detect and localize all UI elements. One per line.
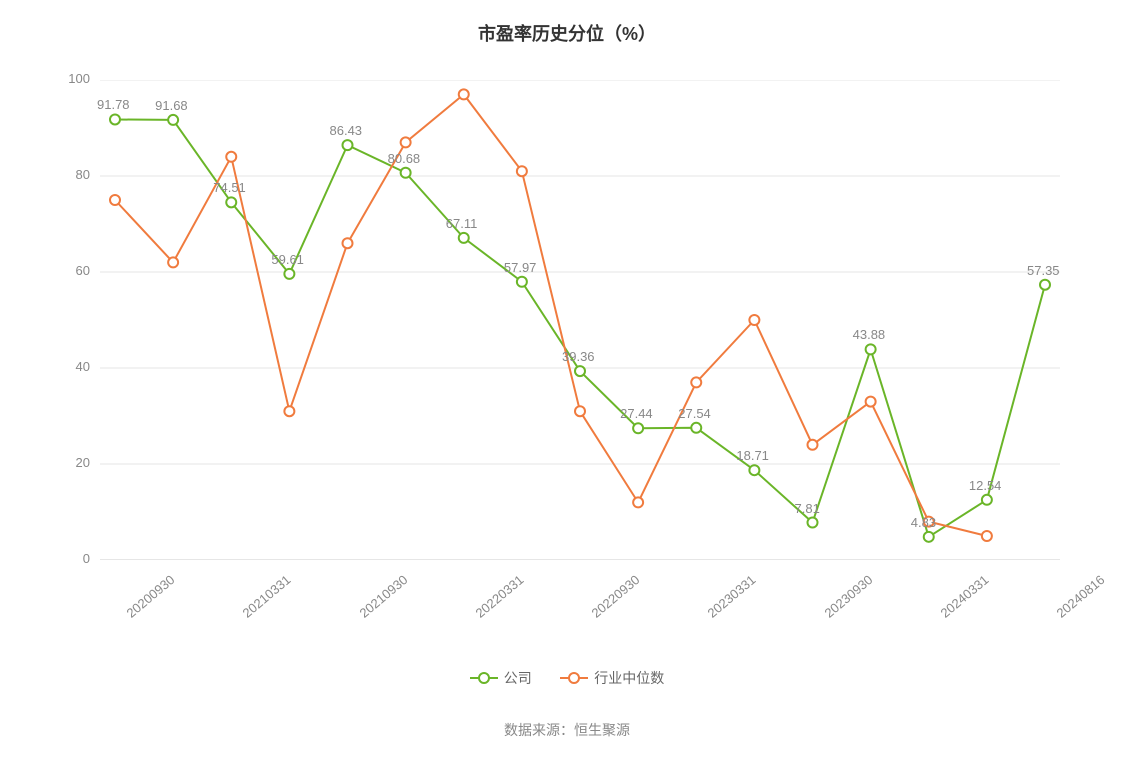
- source-label: 数据来源：恒生聚源: [0, 720, 1134, 740]
- legend: 公司 行业中位数: [0, 668, 1134, 691]
- x-tick-label: 20200930: [124, 572, 178, 621]
- y-tick-label: 20: [50, 455, 90, 470]
- x-tick-label: 20230930: [821, 572, 875, 621]
- y-tick-label: 100: [50, 71, 90, 86]
- chart-svg: [100, 80, 1060, 560]
- legend-swatch-company: [470, 670, 498, 686]
- x-tick-label: 20240816: [1054, 572, 1108, 621]
- x-tick-label: 20210331: [240, 572, 294, 621]
- x-tick-label: 20240331: [937, 572, 991, 621]
- legend-swatch-industry: [560, 670, 588, 686]
- y-tick-label: 80: [50, 167, 90, 182]
- y-tick-label: 40: [50, 359, 90, 374]
- legend-label-industry: 行业中位数: [594, 668, 664, 688]
- chart-container: 市盈率历史分位（%） 0 20 40 60 80 100 20200930 20210331…: [0, 0, 1134, 766]
- legend-item-industry[interactable]: 行业中位数: [560, 668, 664, 688]
- x-tick-label: 20230331: [705, 572, 759, 621]
- plot-area: [100, 80, 1060, 560]
- x-tick-label: 20220331: [472, 572, 526, 621]
- x-tick-label: 20210930: [356, 572, 410, 621]
- chart-title: 市盈率历史分位（%）: [0, 20, 1134, 46]
- legend-item-company[interactable]: 公司: [470, 668, 532, 688]
- y-tick-label: 0: [50, 551, 90, 566]
- y-tick-label: 60: [50, 263, 90, 278]
- legend-label-company: 公司: [504, 668, 532, 688]
- x-tick-label: 20220930: [589, 572, 643, 621]
